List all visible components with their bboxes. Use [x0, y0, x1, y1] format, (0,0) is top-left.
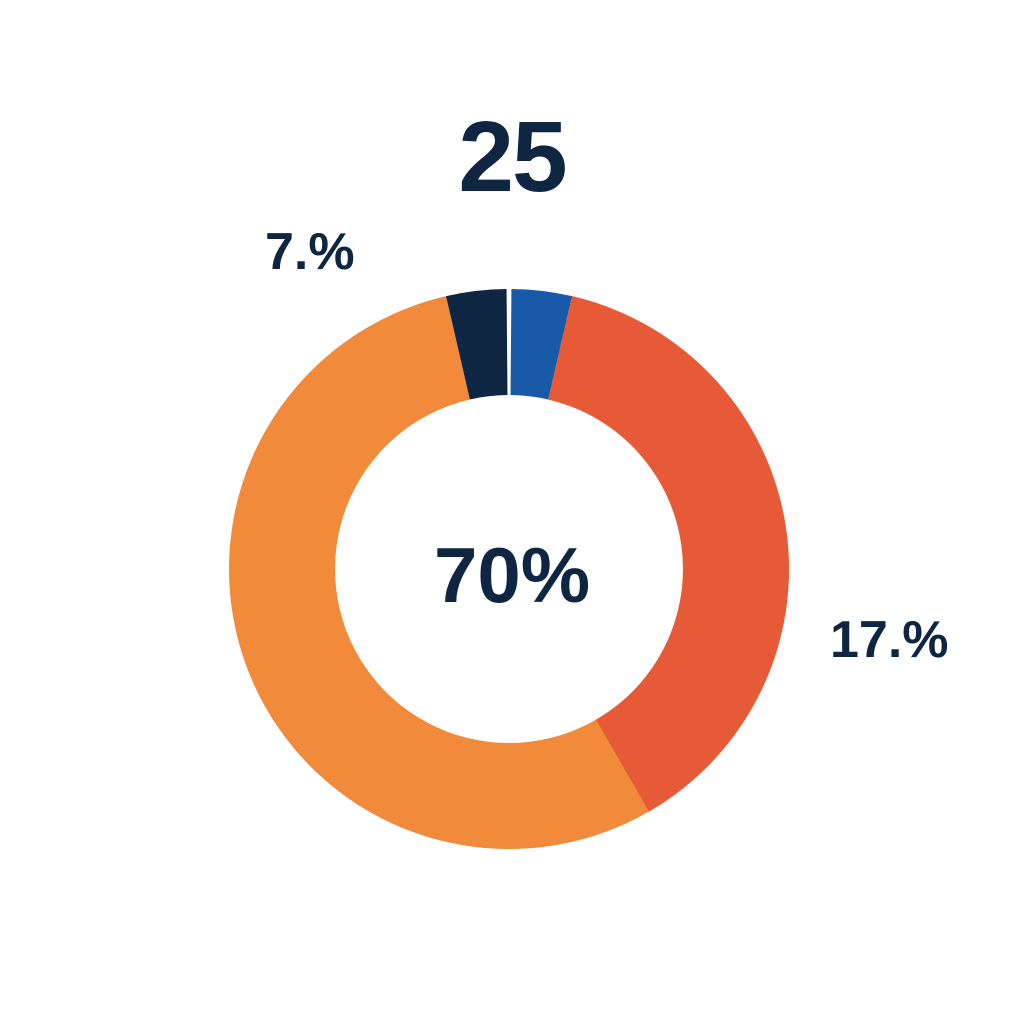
center-label: 70% — [0, 530, 1024, 621]
slice-label-17pct: 17.% — [830, 610, 949, 670]
donut-chart-container: 25 7.% 70% 17.% — [0, 0, 1024, 1024]
slice-label-7pct: 7.% — [265, 222, 355, 282]
chart-title: 25 — [0, 100, 1024, 215]
